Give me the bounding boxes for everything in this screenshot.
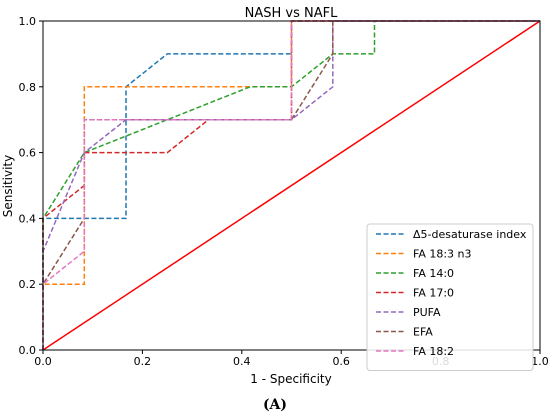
series-line-3 [42, 20, 540, 350]
legend-label-4: PUFA [413, 306, 441, 319]
series-line-2 [42, 20, 540, 350]
series-line-4 [42, 20, 540, 350]
y-tick-label-1: 0.2 [19, 278, 37, 291]
y-tick-label-4: 0.8 [19, 81, 37, 94]
y-tick-label-3: 0.6 [19, 147, 37, 160]
legend-label-6: FA 18:2 [413, 345, 454, 358]
legend-box [366, 223, 534, 371]
chart-title: NASH vs NAFL [245, 6, 338, 21]
y-axis-label: Sensitivity [1, 155, 15, 217]
axes-frame [42, 20, 541, 351]
legend-label-3: FA 17:0 [413, 287, 454, 300]
x-tick-label-3: 0.6 [332, 355, 350, 368]
reference-diagonal-line [42, 20, 541, 351]
plot-area: 0.00.20.40.60.81.00.00.20.40.60.81.0Δ5-d… [19, 15, 549, 371]
x-tick-label-2: 0.4 [233, 355, 251, 368]
y-tick-label-5: 1.0 [19, 15, 37, 28]
legend-label-1: FA 18:3 n3 [413, 248, 472, 261]
x-tick-label-1: 0.2 [134, 355, 152, 368]
legend-label-0: Δ5-desaturase index [413, 228, 527, 241]
x-tick-label-0: 0.0 [34, 355, 52, 368]
x-tick-label-5: 1.0 [531, 355, 549, 368]
x-axis-label: 1 - Specificity [250, 372, 331, 386]
legend-label-2: FA 14:0 [413, 267, 454, 280]
y-tick-label-2: 0.4 [19, 212, 37, 225]
legend-label-5: EFA [413, 326, 433, 339]
figure-caption: (A) [262, 397, 288, 413]
y-tick-label-0: 0.0 [19, 344, 37, 357]
